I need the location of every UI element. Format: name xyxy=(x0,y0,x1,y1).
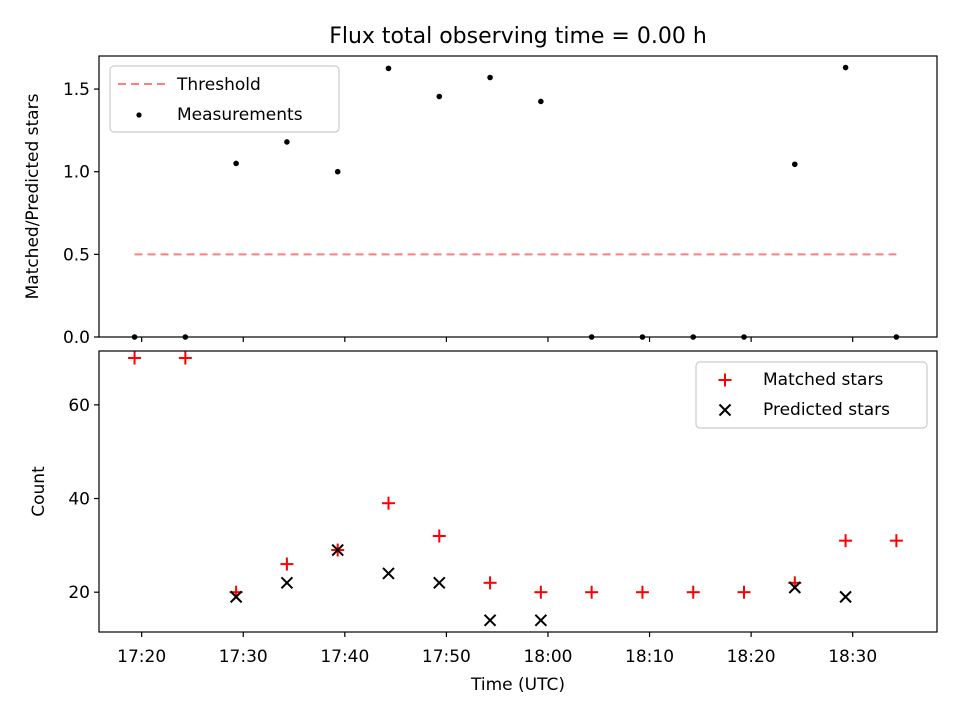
matched-star-point xyxy=(686,585,700,599)
legend-matched-label: Matched stars xyxy=(763,370,883,390)
top-x-ticks xyxy=(141,337,854,342)
matched-star-point xyxy=(178,351,192,365)
y-tick-label: 40 xyxy=(68,490,90,510)
x-axis-label: Time (UTC) xyxy=(470,675,565,695)
predicted-star-point xyxy=(280,576,294,590)
legend-measurements-label: Measurements xyxy=(177,105,303,125)
bottom-legend: Matched stars Predicted stars xyxy=(695,361,928,429)
top-legend: Threshold Measurements xyxy=(109,65,340,133)
y-tick-label: 0.5 xyxy=(63,245,90,265)
counts-layer xyxy=(128,351,903,627)
legend-predicted-swatch xyxy=(718,403,732,417)
bottom-y-axis-label: Count xyxy=(29,466,49,517)
matched-star-point xyxy=(280,557,294,571)
top-legend-box xyxy=(109,65,340,133)
bottom-x-ticks: 17:20 17:30 17:40 17:50 18:00 18:10 18:20 18:30 xyxy=(117,632,877,667)
x-tick-label: 18:20 xyxy=(727,647,776,667)
predicted-star-point xyxy=(839,590,852,604)
matched-star-point xyxy=(432,529,446,543)
chart-title: Flux total observing time = 0.00 h xyxy=(329,24,707,49)
x-tick-label: 17:20 xyxy=(117,647,166,667)
matched-star-point xyxy=(381,496,395,510)
x-tick-label: 17:40 xyxy=(320,647,369,667)
measurement-point xyxy=(436,93,443,100)
measurement-point xyxy=(487,74,493,81)
measurement-point xyxy=(791,161,798,168)
matched-star-point xyxy=(483,576,497,590)
matched-star-point xyxy=(128,351,142,365)
y-tick-label: 0.0 xyxy=(63,328,90,348)
predicted-star-point xyxy=(483,614,497,627)
legend-threshold-label: Threshold xyxy=(176,75,261,95)
y-tick-label: 60 xyxy=(68,396,90,416)
top-axes-frame xyxy=(98,55,938,338)
predicted-star-point xyxy=(433,576,446,590)
matched-star-point xyxy=(839,534,853,548)
top-panel: 0.0 0.5 1.0 1.5 Matched/Predicted stars Thr… xyxy=(23,55,938,348)
x-tick-label: 17:30 xyxy=(219,647,268,667)
legend-matched-swatch xyxy=(718,373,732,387)
measurements-layer xyxy=(131,64,900,340)
matched-star-point xyxy=(635,585,649,599)
measurement-point xyxy=(284,139,290,145)
y-tick-label: 1.5 xyxy=(63,80,90,100)
matched-star-point xyxy=(889,534,903,548)
measurement-point xyxy=(842,64,849,71)
bottom-y-ticks: 20 40 60 xyxy=(68,396,99,603)
predicted-star-point xyxy=(331,543,344,557)
matched-star-point xyxy=(585,585,599,599)
matched-star-point xyxy=(534,585,548,599)
legend-measurements-swatch xyxy=(136,112,142,118)
predicted-star-point xyxy=(534,614,548,627)
y-tick-label: 20 xyxy=(68,583,90,603)
predicted-star-point xyxy=(382,567,395,580)
measurement-point xyxy=(385,65,392,72)
predicted-star-point xyxy=(788,581,802,594)
top-y-axis-label: Matched/Predicted stars xyxy=(23,93,43,299)
bottom-legend-box xyxy=(695,361,928,429)
x-tick-label: 18:10 xyxy=(625,647,674,667)
x-tick-label: 17:50 xyxy=(422,647,471,667)
predicted-star-point xyxy=(229,590,243,604)
bottom-panel: 20 40 60 17:20 17:30 17:40 17:50 18:00 18:10 18:… xyxy=(29,350,938,695)
x-tick-label: 18:30 xyxy=(828,647,877,667)
bottom-axes-frame xyxy=(98,350,938,633)
legend-predicted-label: Predicted stars xyxy=(763,400,890,420)
measurement-point xyxy=(233,160,239,167)
y-tick-label: 1.0 xyxy=(63,163,90,183)
measurement-point xyxy=(334,168,341,175)
matched-star-point xyxy=(737,585,751,599)
x-tick-label: 18:00 xyxy=(523,647,572,667)
top-y-ticks: 0.0 0.5 1.0 1.5 xyxy=(63,80,99,348)
measurement-point xyxy=(538,98,544,105)
